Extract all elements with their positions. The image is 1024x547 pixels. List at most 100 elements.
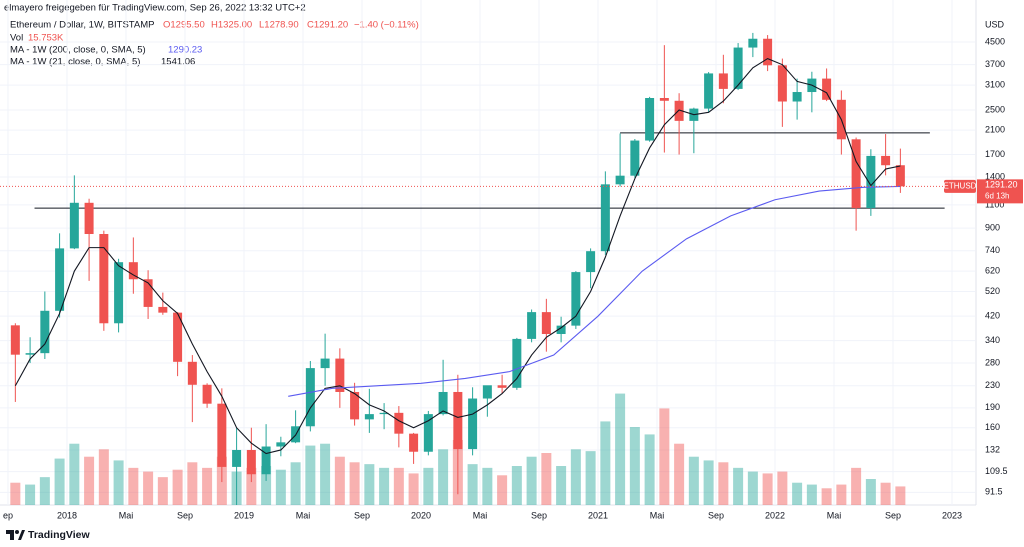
y-tick-label: 109.5: [985, 466, 1008, 476]
y-tick-label: 230: [985, 380, 1000, 390]
ma21-label: MA - 1W (21, close, 0, SMA, 5): [10, 57, 140, 68]
ticker-tag: [944, 179, 976, 193]
volume-bar: [674, 443, 685, 505]
volume-bar: [69, 443, 80, 505]
volume-bar: [629, 427, 640, 505]
volume-bar: [747, 471, 758, 505]
volume-bar: [84, 456, 95, 505]
volume-bar: [497, 475, 508, 505]
candle-body: [128, 262, 138, 280]
volume-bar: [290, 462, 301, 505]
ticker: ETHUSD: [944, 181, 977, 190]
candle-body: [394, 412, 404, 434]
y-tick-label: 160: [985, 422, 1000, 432]
volume-bar: [851, 467, 862, 505]
y-tick-label: 280: [985, 357, 1000, 367]
volume-bar: [482, 467, 493, 505]
volume-bar: [792, 482, 803, 505]
y-tick-label: 1700: [985, 149, 1005, 159]
candle-body: [674, 100, 684, 121]
volume-bar: [570, 449, 581, 505]
candle-body: [704, 73, 714, 109]
volume-bar: [880, 482, 891, 505]
volume-bar: [305, 445, 316, 505]
volume-bar: [836, 484, 847, 505]
y-tick-label: 420: [985, 311, 1000, 321]
x-tick-label: 2023: [942, 510, 962, 520]
volume-bar: [157, 477, 168, 505]
ma200-label: MA - 1W (200, close, 0, SMA, 5): [10, 45, 146, 56]
x-tick-label: Sep: [531, 510, 547, 520]
volume-bar: [98, 449, 109, 505]
x-tick-label: Mai: [119, 510, 134, 520]
price-tag: [977, 179, 1023, 204]
volume-bar: [275, 469, 286, 505]
y-tick-label: 520: [985, 286, 1000, 296]
y-tick-label: 91.5: [985, 487, 1003, 497]
volume-bar: [364, 464, 375, 505]
y-tick-label: 2100: [985, 125, 1005, 135]
volume-bar: [762, 473, 773, 505]
y-tick-label: 3700: [985, 59, 1005, 69]
candle-body: [512, 338, 522, 388]
x-tick-label: ep: [3, 510, 13, 520]
x-tick-label: 2020: [411, 510, 431, 520]
volume-bar: [202, 467, 213, 505]
candle-body: [630, 140, 640, 176]
candle-body: [586, 251, 596, 273]
y-tick-label: 900: [985, 222, 1000, 232]
candle-body: [851, 139, 861, 209]
candle-body: [335, 358, 345, 392]
volume-bar: [777, 471, 788, 505]
candle-body: [246, 449, 256, 475]
y-tick-label: 620: [985, 266, 1000, 276]
volume-bar: [438, 449, 449, 505]
candle-body: [866, 155, 876, 209]
volume-bar: [703, 460, 714, 505]
volume-bar: [806, 484, 817, 505]
symbol: Ethereum / Dollar, 1W, BITSTAMP: [10, 20, 154, 31]
volume-bar: [320, 443, 331, 505]
candle-body: [497, 385, 507, 388]
candle-body: [659, 97, 669, 101]
candle-body: [482, 385, 492, 399]
candle-body: [556, 325, 566, 334]
ma200-line: [288, 185, 901, 397]
volume-bar: [246, 467, 257, 505]
volume-bar: [113, 460, 124, 505]
candle-body: [158, 306, 168, 313]
x-tick-label: 2019: [234, 510, 254, 520]
volume-bar: [393, 467, 404, 505]
vol-label: Vol: [10, 33, 23, 44]
x-tick-label: Sep: [354, 510, 370, 520]
candle-body: [423, 414, 433, 452]
volume-bar: [261, 466, 272, 505]
volume-bar: [423, 467, 434, 505]
x-tick-label: 2021: [588, 510, 608, 520]
candle-body: [881, 155, 891, 166]
x-tick-label: Mai: [827, 510, 842, 520]
y-tick-label: 3100: [985, 79, 1005, 89]
candle-body: [350, 391, 360, 420]
candle-body: [468, 398, 478, 450]
candle-body: [114, 262, 124, 324]
volume-bar: [718, 462, 729, 505]
candle-body: [733, 47, 743, 89]
candle-body: [187, 361, 197, 385]
candle-body: [615, 175, 625, 185]
volume-bar: [644, 434, 655, 505]
ma21-value: 1541.06: [161, 57, 195, 68]
volume-bar: [526, 456, 537, 505]
countdown: 6d 13h: [985, 191, 1009, 200]
volume-bar: [600, 421, 611, 505]
volume-bar: [865, 479, 876, 505]
candle-body: [409, 433, 419, 452]
candle-body: [25, 353, 35, 355]
candle-body: [84, 202, 94, 235]
y-tick-label: 740: [985, 245, 1000, 255]
candle-body: [55, 248, 65, 311]
volume-bar: [408, 473, 419, 505]
author: elmayero freigegeben für TradingView.com…: [4, 3, 306, 14]
